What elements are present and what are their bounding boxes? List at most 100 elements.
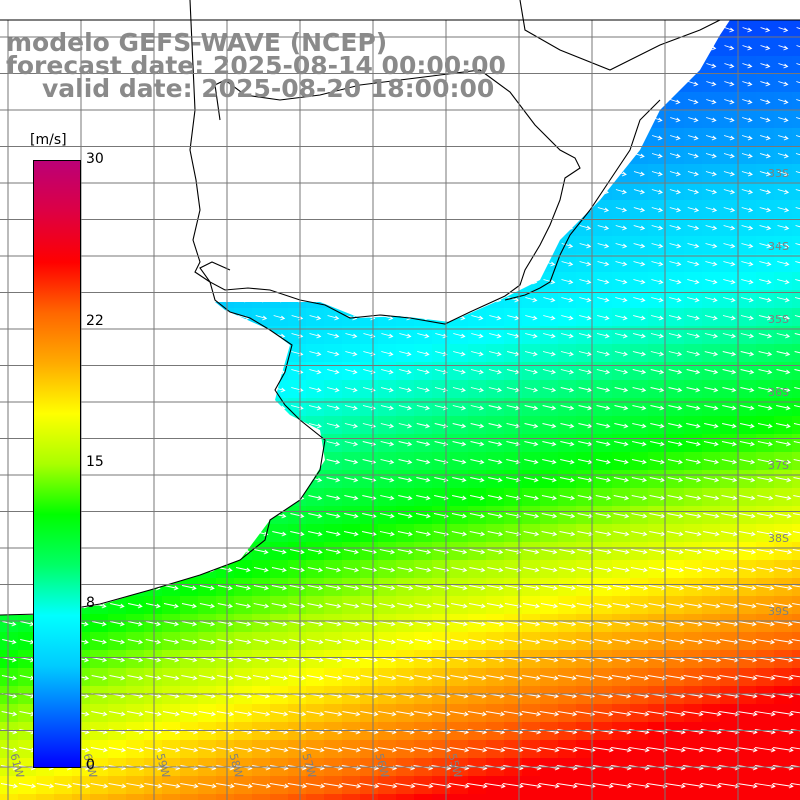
wind-direction-arrow bbox=[796, 45, 800, 48]
wind-speed-cell bbox=[792, 398, 800, 416]
wind-direction-arrow bbox=[471, 351, 484, 357]
wind-direction-arrow bbox=[758, 315, 772, 321]
wind-speed-cell bbox=[0, 794, 18, 800]
wind-direction-arrow bbox=[777, 135, 789, 141]
wind-direction-arrow bbox=[794, 297, 800, 300]
wind-direction-arrow bbox=[524, 351, 538, 357]
wind-direction-arrow bbox=[760, 63, 771, 69]
wind-direction-arrow bbox=[669, 225, 682, 231]
wind-speed-cell bbox=[792, 794, 800, 800]
wind-direction-arrow bbox=[651, 171, 663, 177]
wind-direction-arrow bbox=[724, 45, 735, 51]
wind-speed-cell bbox=[540, 794, 558, 800]
colorbar-tick-label: 8 bbox=[86, 595, 95, 612]
wind-direction-arrow bbox=[742, 81, 753, 87]
wind-direction-arrow bbox=[633, 279, 646, 285]
wind-direction-arrow bbox=[417, 333, 430, 339]
wind-direction-arrow bbox=[723, 261, 736, 267]
wind-direction-arrow bbox=[560, 351, 574, 357]
wind-direction-arrow bbox=[741, 297, 754, 303]
wind-direction-arrow bbox=[345, 351, 358, 357]
wind-direction-arrow bbox=[705, 225, 718, 231]
wind-speed-cell bbox=[306, 794, 324, 800]
wind-direction-arrow bbox=[688, 117, 699, 123]
wind-speed-cell bbox=[108, 794, 126, 800]
wind-direction-arrow bbox=[327, 351, 340, 357]
latitude-label: 33S bbox=[768, 167, 789, 180]
wind-speed-cell bbox=[360, 794, 378, 800]
wind-direction-arrow bbox=[759, 153, 771, 159]
wind-direction-arrow bbox=[723, 153, 735, 159]
wind-direction-arrow bbox=[597, 279, 610, 285]
wind-speed-cell bbox=[792, 560, 800, 578]
wind-direction-arrow bbox=[669, 171, 681, 177]
wind-direction-arrow bbox=[704, 333, 718, 339]
wind-direction-arrow bbox=[632, 351, 646, 357]
wind-speed-cell bbox=[792, 362, 800, 380]
wind-direction-arrow bbox=[759, 135, 771, 141]
wind-direction-arrow bbox=[705, 189, 718, 195]
wind-direction-arrow bbox=[687, 279, 700, 285]
wind-speed-cell bbox=[774, 794, 792, 800]
wind-direction-arrow bbox=[651, 243, 664, 249]
wind-speed-cell bbox=[792, 308, 800, 326]
wind-speed-cell bbox=[180, 794, 198, 800]
wind-direction-arrow bbox=[381, 351, 394, 357]
wind-direction-arrow bbox=[615, 243, 628, 249]
wind-speed-cell bbox=[792, 524, 800, 542]
wind-direction-arrow bbox=[615, 261, 628, 267]
wind-speed-cell bbox=[378, 794, 396, 800]
wind-direction-arrow bbox=[633, 261, 646, 267]
wind-direction-arrow bbox=[724, 27, 735, 33]
wind-direction-arrow bbox=[471, 333, 484, 339]
wind-direction-arrow bbox=[327, 333, 340, 339]
wind-direction-arrow bbox=[777, 225, 790, 231]
wind-speed-cell bbox=[252, 794, 270, 800]
wind-direction-arrow bbox=[651, 225, 664, 231]
wind-direction-arrow bbox=[723, 279, 736, 285]
wind-direction-arrow bbox=[777, 207, 790, 213]
wind-direction-arrow bbox=[578, 351, 592, 357]
wind-direction-arrow bbox=[686, 315, 700, 321]
wind-speed-cell bbox=[198, 794, 216, 800]
wind-direction-arrow bbox=[688, 135, 699, 141]
wind-direction-arrow bbox=[724, 99, 735, 105]
wind-direction-arrow bbox=[759, 225, 772, 231]
wind-direction-arrow bbox=[471, 315, 484, 321]
wind-speed-cell bbox=[486, 794, 504, 800]
wind-direction-arrow bbox=[615, 225, 628, 231]
wind-direction-arrow bbox=[597, 207, 610, 213]
wind-direction-arrow bbox=[543, 279, 556, 285]
wind-direction-arrow bbox=[760, 27, 771, 33]
wind-direction-arrow bbox=[579, 297, 592, 303]
wind-speed-cell bbox=[342, 794, 360, 800]
wind-speed-cell bbox=[792, 164, 800, 182]
wind-direction-arrow bbox=[796, 99, 800, 102]
wind-speed-cell bbox=[126, 794, 144, 800]
wind-direction-arrow bbox=[742, 45, 753, 51]
wind-speed-cell bbox=[792, 182, 800, 200]
wind-direction-arrow bbox=[741, 171, 753, 177]
wind-direction-arrow bbox=[543, 297, 556, 303]
wind-speed-cell bbox=[720, 794, 738, 800]
wind-direction-arrow bbox=[489, 351, 502, 357]
wind-direction-arrow bbox=[633, 189, 645, 195]
wind-direction-arrow bbox=[740, 315, 754, 321]
wind-speed-cell bbox=[792, 344, 800, 362]
wind-speed-cell bbox=[792, 272, 800, 290]
wind-direction-arrow bbox=[759, 207, 772, 213]
wind-direction-arrow bbox=[309, 351, 322, 357]
wind-speed-cell bbox=[792, 614, 800, 632]
wind-direction-arrow bbox=[687, 297, 700, 303]
latitude-label: 34S bbox=[768, 240, 789, 253]
wind-speed-cell bbox=[450, 794, 468, 800]
wind-direction-arrow bbox=[705, 135, 717, 141]
wind-direction-arrow bbox=[795, 135, 800, 138]
wind-direction-arrow bbox=[525, 297, 538, 303]
wind-speed-cell bbox=[738, 794, 756, 800]
wind-speed-cell bbox=[612, 794, 630, 800]
wind-direction-arrow bbox=[435, 333, 448, 339]
wind-direction-arrow bbox=[759, 171, 771, 177]
latitude-label: 35S bbox=[768, 313, 789, 326]
wind-direction-arrow bbox=[561, 243, 574, 249]
